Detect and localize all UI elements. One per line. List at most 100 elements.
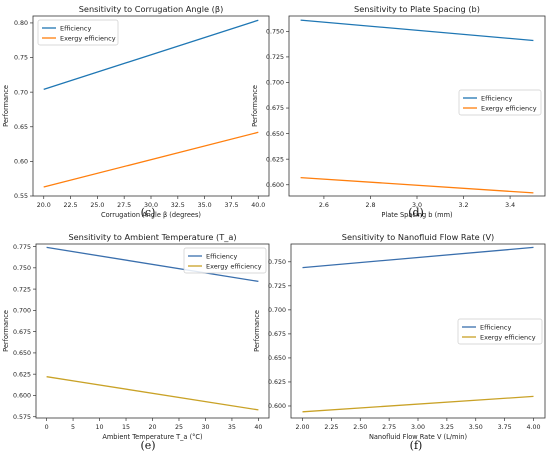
x-tick-label: 3.0	[412, 202, 422, 209]
x-tick-label: 2.00	[296, 424, 310, 431]
x-tick-label: 2.25	[324, 424, 338, 431]
x-tick-label: 20.0	[37, 202, 51, 209]
panel-caption: (f)	[410, 439, 423, 452]
series-line-exergy-efficiency	[43, 131, 259, 188]
series-line-exergy-efficiency	[46, 376, 259, 411]
x-tick-label: 15	[122, 424, 130, 431]
x-tick-label: 10	[96, 424, 104, 431]
x-tick-label: 2.8	[365, 202, 375, 209]
x-tick-label: 30	[201, 424, 209, 431]
x-tick-label: 3.50	[469, 424, 483, 431]
y-tick-label: 0.700	[268, 307, 286, 314]
y-tick-label: 0.600	[266, 182, 284, 189]
y-axis-label: Performance	[251, 85, 259, 127]
x-tick-label: 25	[175, 424, 183, 431]
x-tick-label: 37.5	[224, 202, 238, 209]
y-tick-label: 0.675	[266, 105, 284, 112]
x-tick-label: 40	[254, 424, 262, 431]
chart-title: Sensitivity to Nanofluid Flow Rate (V)	[342, 232, 494, 242]
y-tick-label: 0.600	[13, 393, 31, 400]
series-line-efficiency	[300, 19, 534, 42]
series-line-efficiency	[302, 246, 534, 269]
legend-label: Efficiency	[60, 24, 91, 32]
y-tick-label: 0.750	[268, 259, 286, 266]
y-tick-label: 0.60	[14, 159, 28, 166]
y-tick-label: 0.650	[266, 131, 284, 138]
series-line-efficiency	[46, 246, 259, 283]
series-line-exergy-efficiency	[302, 395, 534, 413]
legend-box	[457, 318, 543, 345]
legend: Efficiency Exergy efficiency	[457, 318, 543, 345]
x-tick-label: 3.4	[505, 202, 515, 209]
y-tick-label: 0.750	[13, 265, 31, 272]
y-tick-label: 0.725	[13, 286, 31, 293]
legend-label: Exergy efficiency	[481, 104, 537, 112]
y-tick-label: 0.70	[14, 89, 28, 96]
y-tick-label: 0.625	[266, 156, 284, 163]
y-axis-label: Performance	[2, 310, 10, 352]
y-tick-label: 0.65	[14, 124, 28, 131]
chart-panel-1: Sensitivity to Corrugation Angle (β) 20.0…	[2, 4, 270, 219]
y-axis-label: Performance	[2, 85, 10, 127]
legend-label: Efficiency	[206, 252, 237, 260]
x-tick-label: 25.0	[90, 202, 104, 209]
chart-title: Sensitivity to Plate Spacing (b)	[354, 4, 480, 14]
legend-label: Efficiency	[480, 323, 511, 331]
y-tick-label: 0.650	[13, 350, 31, 357]
chart-panel-3: Sensitivity to Ambient Temperature (T_a)…	[2, 232, 270, 452]
legend-label: Efficiency	[481, 94, 512, 102]
x-axis-label: Nanofluid Flow Rate V (L/min)	[369, 433, 467, 441]
legend-label: Exergy efficiency	[206, 262, 262, 270]
x-tick-label: 30.0	[144, 202, 158, 209]
legend-label: Exergy efficiency	[480, 333, 536, 341]
legend: Efficiency Exergy efficiency	[183, 247, 267, 274]
panel-caption: (e)	[140, 439, 155, 452]
y-tick-label: 0.625	[13, 371, 31, 378]
x-tick-label: 3.00	[411, 424, 425, 431]
y-tick-label: 0.700	[13, 308, 31, 315]
y-tick-label: 0.750	[266, 29, 284, 36]
x-tick-label: 4.00	[526, 424, 540, 431]
y-tick-label: 0.725	[266, 54, 284, 61]
x-tick-label: 35	[228, 424, 236, 431]
x-tick-label: 0	[45, 424, 49, 431]
x-tick-label: 2.50	[353, 424, 367, 431]
y-tick-label: 0.675	[268, 331, 286, 338]
y-tick-label: 0.55	[14, 193, 28, 200]
chart-panel-4: Sensitivity to Nanofluid Flow Rate (V) 2.…	[253, 232, 546, 452]
y-tick-label: 0.650	[268, 355, 286, 362]
legend: Efficiency Exergy efficiency	[458, 89, 542, 116]
y-tick-label: 0.700	[266, 80, 284, 87]
x-axis-label: Corrugation Angle β (degrees)	[101, 211, 201, 219]
x-tick-label: 3.25	[440, 424, 454, 431]
chart-title: Sensitivity to Corrugation Angle (β)	[79, 4, 224, 14]
y-tick-label: 0.600	[268, 403, 286, 410]
series-line-exergy-efficiency	[300, 176, 534, 194]
panel-caption: (d)	[408, 206, 424, 219]
x-tick-label: 22.5	[64, 202, 78, 209]
chart-title: Sensitivity to Ambient Temperature (T_a)	[68, 232, 236, 242]
y-tick-label: 0.75	[14, 55, 28, 62]
legend-label: Exergy efficiency	[60, 34, 116, 42]
x-tick-label: 27.5	[117, 202, 131, 209]
x-tick-label: 20	[148, 424, 156, 431]
x-axis-label: Plate Spacing b (mm)	[381, 211, 452, 219]
x-tick-label: 3.2	[459, 202, 469, 209]
x-tick-label: 35.0	[198, 202, 212, 209]
x-tick-label: 2.75	[382, 424, 396, 431]
legend-box	[183, 247, 267, 274]
y-tick-label: 0.575	[13, 414, 31, 421]
x-tick-label: 40.0	[251, 202, 265, 209]
x-axis-label: Ambient Temperature T_a (°C)	[102, 433, 202, 441]
y-tick-label: 0.775	[13, 244, 31, 251]
panel-caption: (c)	[141, 206, 156, 219]
y-tick-label: 0.625	[268, 379, 286, 386]
chart-panel-2: Sensitivity to Plate Spacing (b) 2.6 2.8 3.…	[251, 4, 546, 219]
legend: Efficiency Exergy efficiency	[37, 19, 119, 46]
y-tick-label: 0.725	[268, 283, 286, 290]
x-tick-label: 2.6	[319, 202, 329, 209]
y-tick-label: 0.80	[14, 20, 28, 27]
y-axis-label: Performance	[253, 310, 261, 352]
series-line-efficiency	[43, 19, 259, 91]
